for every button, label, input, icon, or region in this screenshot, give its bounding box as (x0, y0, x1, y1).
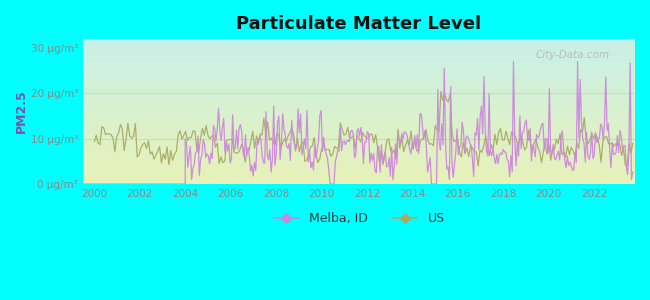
Title: Particulate Matter Level: Particulate Matter Level (237, 15, 482, 33)
Y-axis label: PM2.5: PM2.5 (15, 89, 28, 133)
Text: City-Data.com: City-Data.com (536, 50, 610, 60)
Legend: Melba, ID, US: Melba, ID, US (268, 207, 450, 230)
